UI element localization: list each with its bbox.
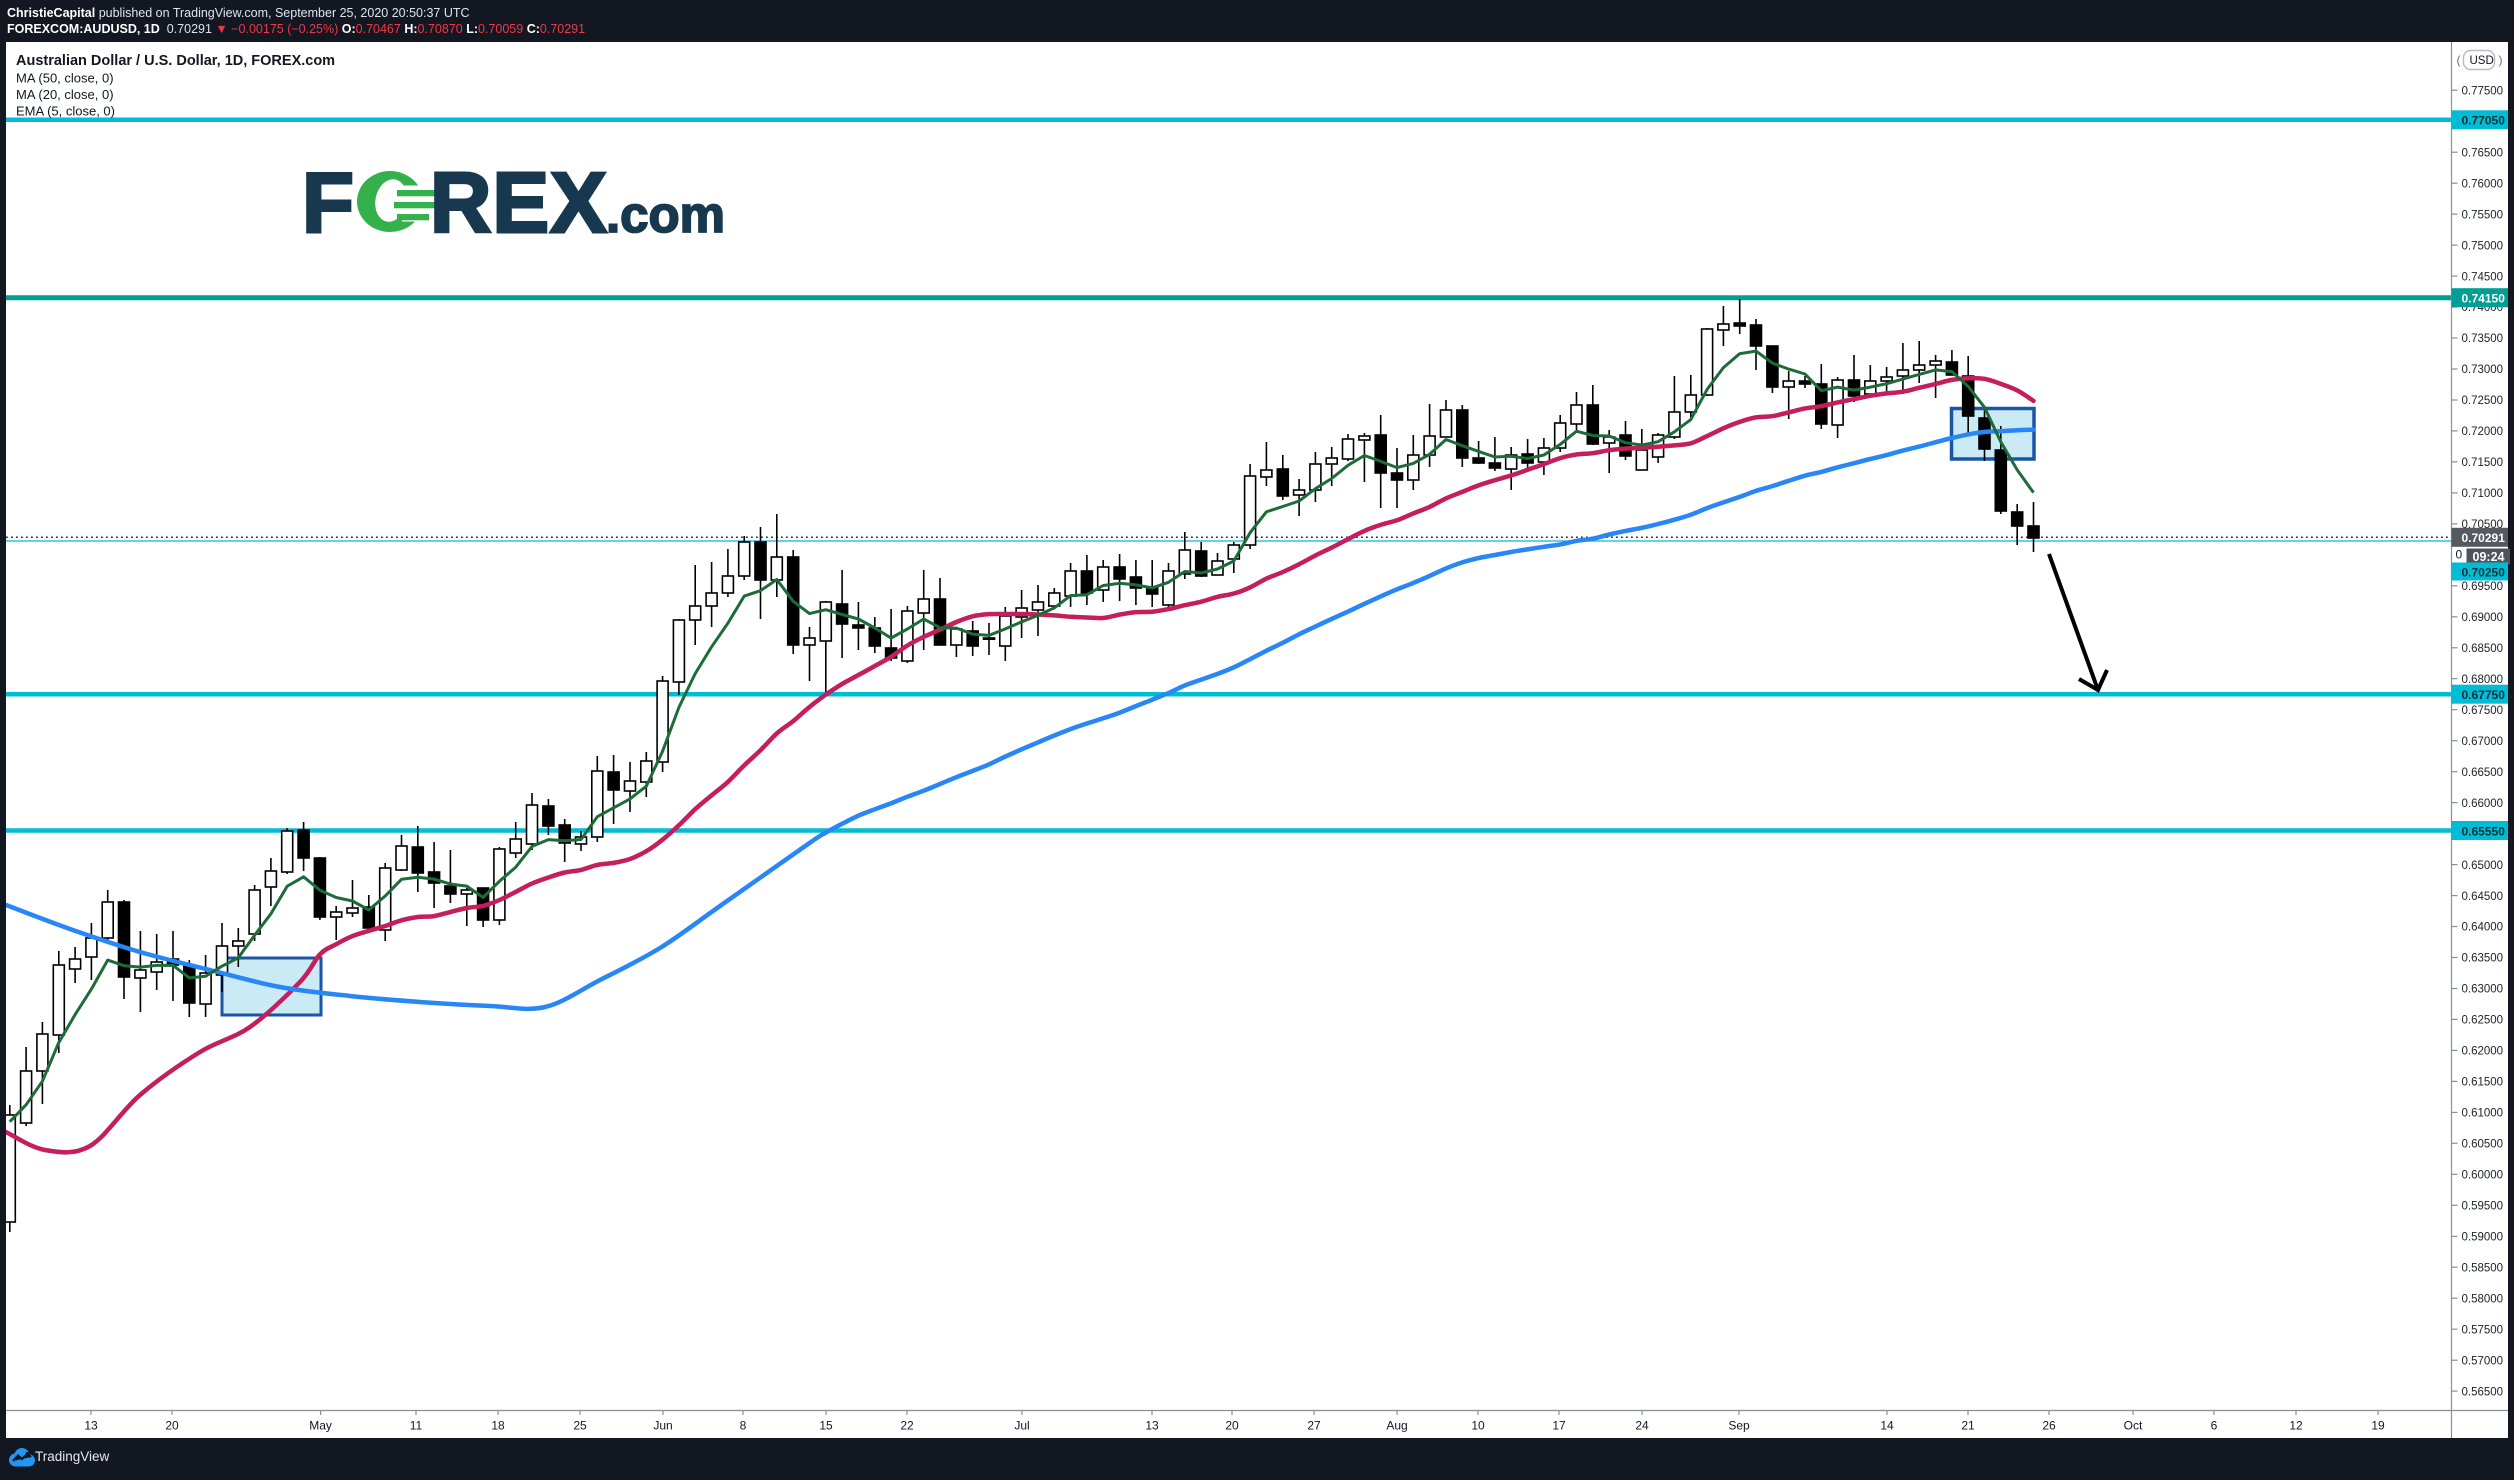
svg-text:19: 19 <box>2371 1419 2385 1433</box>
svg-text:8: 8 <box>740 1419 747 1433</box>
svg-text:Sep: Sep <box>1728 1419 1750 1433</box>
svg-text:21: 21 <box>1961 1419 1975 1433</box>
svg-text:0.74500: 0.74500 <box>2462 271 2504 283</box>
svg-text:0.61000: 0.61000 <box>2462 1108 2504 1120</box>
svg-text:F: F <box>302 156 354 251</box>
svg-text:0.60000: 0.60000 <box>2462 1170 2504 1182</box>
svg-text:0.61500: 0.61500 <box>2462 1077 2504 1089</box>
svg-text:24: 24 <box>1635 1419 1649 1433</box>
svg-text:May: May <box>309 1419 332 1433</box>
svg-text:0.59000: 0.59000 <box>2462 1232 2504 1244</box>
svg-text:14: 14 <box>1880 1419 1894 1433</box>
svg-text:10: 10 <box>1471 1419 1485 1433</box>
svg-text:6: 6 <box>2211 1419 2218 1433</box>
svg-text:0.67750: 0.67750 <box>2462 688 2506 702</box>
svg-text:MA (50, close, 0): MA (50, close, 0) <box>16 71 114 86</box>
svg-text:REX: REX <box>430 156 608 251</box>
svg-text:0.68000: 0.68000 <box>2462 674 2504 686</box>
svg-text:(: ( <box>2457 53 2461 67</box>
svg-text:Jun: Jun <box>653 1419 672 1433</box>
svg-text:Oct: Oct <box>2124 1419 2143 1433</box>
svg-text:0.68500: 0.68500 <box>2462 643 2504 655</box>
svg-text:0.62500: 0.62500 <box>2462 1015 2504 1027</box>
svg-text:0.65550: 0.65550 <box>2462 824 2506 838</box>
svg-text:0.58000: 0.58000 <box>2462 1293 2504 1305</box>
svg-text:0.57000: 0.57000 <box>2462 1355 2504 1367</box>
svg-text:12: 12 <box>2289 1419 2303 1433</box>
svg-text:0.70250: 0.70250 <box>2462 565 2506 579</box>
svg-text:Australian Dollar / U.S. Dolla: Australian Dollar / U.S. Dollar, 1D, FOR… <box>16 53 335 69</box>
svg-text:0.71500: 0.71500 <box>2462 457 2504 469</box>
svg-text:0.73000: 0.73000 <box>2462 364 2504 376</box>
svg-text:0.74150: 0.74150 <box>2462 292 2506 306</box>
svg-text:0.56500: 0.56500 <box>2462 1386 2504 1398</box>
svg-text:0.58500: 0.58500 <box>2462 1262 2504 1274</box>
svg-text:0.70291: 0.70291 <box>2462 531 2506 545</box>
svg-text:20: 20 <box>165 1419 179 1433</box>
svg-text:0: 0 <box>2456 548 2463 562</box>
svg-text:0.76500: 0.76500 <box>2462 147 2504 159</box>
svg-text:0.59500: 0.59500 <box>2462 1201 2504 1213</box>
svg-text:0.69000: 0.69000 <box>2462 612 2504 624</box>
svg-text:Jul: Jul <box>1014 1419 1029 1433</box>
svg-text:20: 20 <box>1225 1419 1239 1433</box>
svg-text:0.57500: 0.57500 <box>2462 1324 2504 1336</box>
svg-text:0.75000: 0.75000 <box>2462 240 2504 252</box>
svg-text:0.65000: 0.65000 <box>2462 860 2504 872</box>
svg-text:Aug: Aug <box>1386 1419 1407 1433</box>
svg-text:13: 13 <box>84 1419 98 1433</box>
svg-text:0.63500: 0.63500 <box>2462 953 2504 965</box>
svg-text:0.60500: 0.60500 <box>2462 1139 2504 1151</box>
svg-text:22: 22 <box>900 1419 914 1433</box>
svg-text:0.62000: 0.62000 <box>2462 1046 2504 1058</box>
svg-text:17: 17 <box>1552 1419 1566 1433</box>
svg-text:0.64500: 0.64500 <box>2462 891 2504 903</box>
svg-text:0.63000: 0.63000 <box>2462 984 2504 996</box>
svg-text:27: 27 <box>1307 1419 1321 1433</box>
svg-text:11: 11 <box>410 1419 423 1433</box>
svg-text:0.72000: 0.72000 <box>2462 426 2504 438</box>
svg-text:0.73500: 0.73500 <box>2462 333 2504 345</box>
svg-text:0.66500: 0.66500 <box>2462 767 2504 779</box>
svg-text:26: 26 <box>2042 1419 2056 1433</box>
svg-text:0.71000: 0.71000 <box>2462 488 2504 500</box>
svg-text:0.67000: 0.67000 <box>2462 736 2504 748</box>
svg-text:0.64000: 0.64000 <box>2462 922 2504 934</box>
svg-text:EMA (5, close, 0): EMA (5, close, 0) <box>16 104 115 119</box>
svg-text:25: 25 <box>573 1419 587 1433</box>
svg-text:0.67500: 0.67500 <box>2462 705 2504 717</box>
svg-text:09:24: 09:24 <box>2473 550 2505 564</box>
svg-text:MA (20, close, 0): MA (20, close, 0) <box>16 87 114 102</box>
svg-text:13: 13 <box>1145 1419 1159 1433</box>
svg-text:): ) <box>2499 53 2503 67</box>
svg-text:USD: USD <box>2470 55 2494 67</box>
svg-text:0.76000: 0.76000 <box>2462 178 2504 190</box>
svg-text:0.75500: 0.75500 <box>2462 209 2504 221</box>
svg-text:0.69500: 0.69500 <box>2462 581 2504 593</box>
svg-text:15: 15 <box>819 1419 833 1433</box>
svg-text:0.72500: 0.72500 <box>2462 395 2504 407</box>
svg-text:0.77500: 0.77500 <box>2462 85 2504 97</box>
svg-text:18: 18 <box>491 1419 505 1433</box>
svg-text:.com: .com <box>606 186 725 243</box>
svg-text:0.66000: 0.66000 <box>2462 798 2504 810</box>
svg-text:0.77050: 0.77050 <box>2462 114 2506 128</box>
